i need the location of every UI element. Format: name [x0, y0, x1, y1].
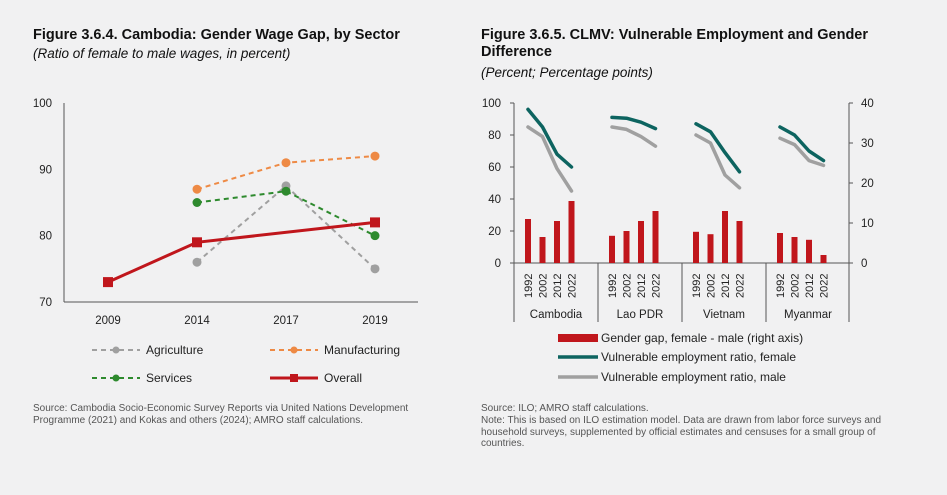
gap-bar	[777, 233, 783, 263]
legend-services-marker	[112, 374, 120, 382]
legend-overall-marker	[290, 374, 298, 382]
right-figure-title: Figure 3.6.5. CLMV: Vulnerable Employmen…	[481, 27, 869, 60]
legend-manufacturing-marker	[290, 346, 298, 354]
x-tick-label: 2009	[95, 315, 121, 327]
left-figure-panel: Figure 3.6.4. Cambodia: Gender Wage Gap,…	[0, 0, 470, 495]
gap-bar	[722, 211, 728, 263]
legend-services-label: Services	[146, 371, 192, 385]
right-y-tick-label: 40	[861, 98, 874, 110]
left-figure-subtitle: (Ratio of female to male wages, in perce…	[33, 46, 291, 61]
female-employment-line	[694, 122, 742, 174]
wage-gap-chart: 70 80 90 100 2009 2014 2017 2019 Agriculture Manu…	[33, 98, 418, 385]
right-figure-panel: Figure 3.6.5. CLMV: Vulnerable Employmen…	[470, 0, 947, 495]
left-figure-source: Source: Cambodia Socio-Economic Survey R…	[33, 403, 409, 426]
legend-item-3-label: Vulnerable employment ratio, male	[601, 370, 786, 384]
left-y-tick-label: 40	[488, 194, 501, 206]
overall-marker	[103, 277, 113, 288]
year-tick-label: 2022	[651, 274, 663, 298]
gap-bar	[693, 231, 699, 263]
female-employment-line	[526, 107, 574, 169]
year-tick-label: 2002	[538, 274, 550, 298]
legend-manufacturing-label: Manufacturing	[324, 343, 400, 357]
y-tick-label: 100	[33, 98, 52, 110]
group-label: Vietnam	[703, 309, 745, 321]
gap-bar	[652, 211, 659, 263]
year-tick-label: 2022	[567, 274, 579, 298]
year-tick-label: 2022	[735, 274, 747, 298]
year-tick-label: 2012	[804, 274, 816, 298]
male-employment-line	[694, 133, 742, 190]
gap-bar	[609, 235, 615, 263]
year-tick-label: 2012	[636, 274, 648, 298]
gap-bar	[707, 234, 714, 263]
overall-marker	[192, 237, 202, 248]
left-y-tick-label: 100	[482, 98, 501, 110]
overall-marker	[370, 217, 380, 228]
y-tick-label: 70	[39, 297, 52, 309]
legend-overall-label: Overall	[324, 371, 362, 385]
group-label: Cambodia	[530, 309, 583, 321]
gap-bar	[539, 237, 546, 263]
gap-bar	[791, 237, 798, 263]
year-tick-label: 1992	[607, 274, 619, 298]
legend-agriculture-label: Agriculture	[146, 343, 204, 357]
services-marker	[281, 186, 291, 196]
x-tick-label: 2014	[184, 315, 210, 327]
right-y-tick-label: 30	[861, 138, 874, 150]
manufacturing-marker	[370, 151, 380, 161]
y-tick-label: 80	[39, 231, 52, 243]
right-y-tick-label: 0	[861, 258, 867, 270]
female-employment-line	[778, 125, 826, 163]
male-employment-line	[610, 125, 658, 148]
legend-item-1-label: Gender gap, female - male (right axis)	[601, 331, 803, 345]
legend-item-1-swatch	[558, 334, 598, 342]
gap-bar	[820, 255, 827, 263]
right-figure-source-line2: Note: This is based on ILO estimation mo…	[481, 415, 882, 449]
year-tick-label: 1992	[523, 274, 535, 298]
right-figure-source-line1: Source: ILO; AMRO staff calculations.	[481, 403, 649, 414]
right-y-tick-label: 10	[861, 218, 874, 230]
left-y-tick-label: 80	[488, 130, 501, 142]
services-marker	[192, 198, 202, 207]
services-marker	[370, 231, 380, 241]
gap-bar	[736, 221, 743, 263]
year-tick-label: 1992	[775, 274, 787, 298]
year-tick-label: 2012	[720, 274, 732, 298]
gap-bar	[806, 239, 812, 263]
gap-bar	[525, 219, 531, 263]
gap-bar	[623, 231, 630, 263]
year-tick-label: 1992	[691, 274, 703, 298]
gap-bar	[638, 221, 644, 263]
right-y-tick-label: 20	[861, 178, 874, 190]
x-tick-label: 2019	[362, 315, 388, 327]
manufacturing-marker	[281, 158, 291, 168]
male-employment-line	[778, 136, 826, 168]
x-tick-label: 2017	[273, 315, 299, 327]
group-label: Lao PDR	[617, 309, 664, 321]
legend-item-2-label: Vulnerable employment ratio, female	[601, 350, 796, 364]
group-label: Myanmar	[784, 309, 832, 321]
manufacturing-marker	[192, 184, 202, 194]
legend-agriculture-marker	[112, 346, 120, 354]
y-tick-label: 90	[39, 164, 52, 176]
year-tick-label: 2012	[552, 274, 564, 298]
gap-bar	[568, 201, 575, 263]
agriculture-marker	[192, 257, 202, 267]
left-y-tick-label: 0	[495, 258, 501, 270]
right-figure-subtitle: (Percent; Percentage points)	[481, 65, 653, 80]
gap-bar	[554, 221, 560, 263]
year-tick-label: 2002	[706, 274, 718, 298]
left-figure-title: Figure 3.6.4. Cambodia: Gender Wage Gap,…	[33, 27, 400, 43]
male-employment-line	[526, 125, 574, 193]
agriculture-marker	[370, 264, 380, 274]
female-employment-line	[610, 115, 658, 131]
left-y-tick-label: 60	[488, 162, 501, 174]
year-tick-label: 2002	[622, 274, 634, 298]
year-tick-label: 2022	[819, 274, 831, 298]
left-y-tick-label: 20	[488, 226, 501, 238]
year-tick-label: 2002	[790, 274, 802, 298]
services-series-line	[196, 190, 376, 237]
